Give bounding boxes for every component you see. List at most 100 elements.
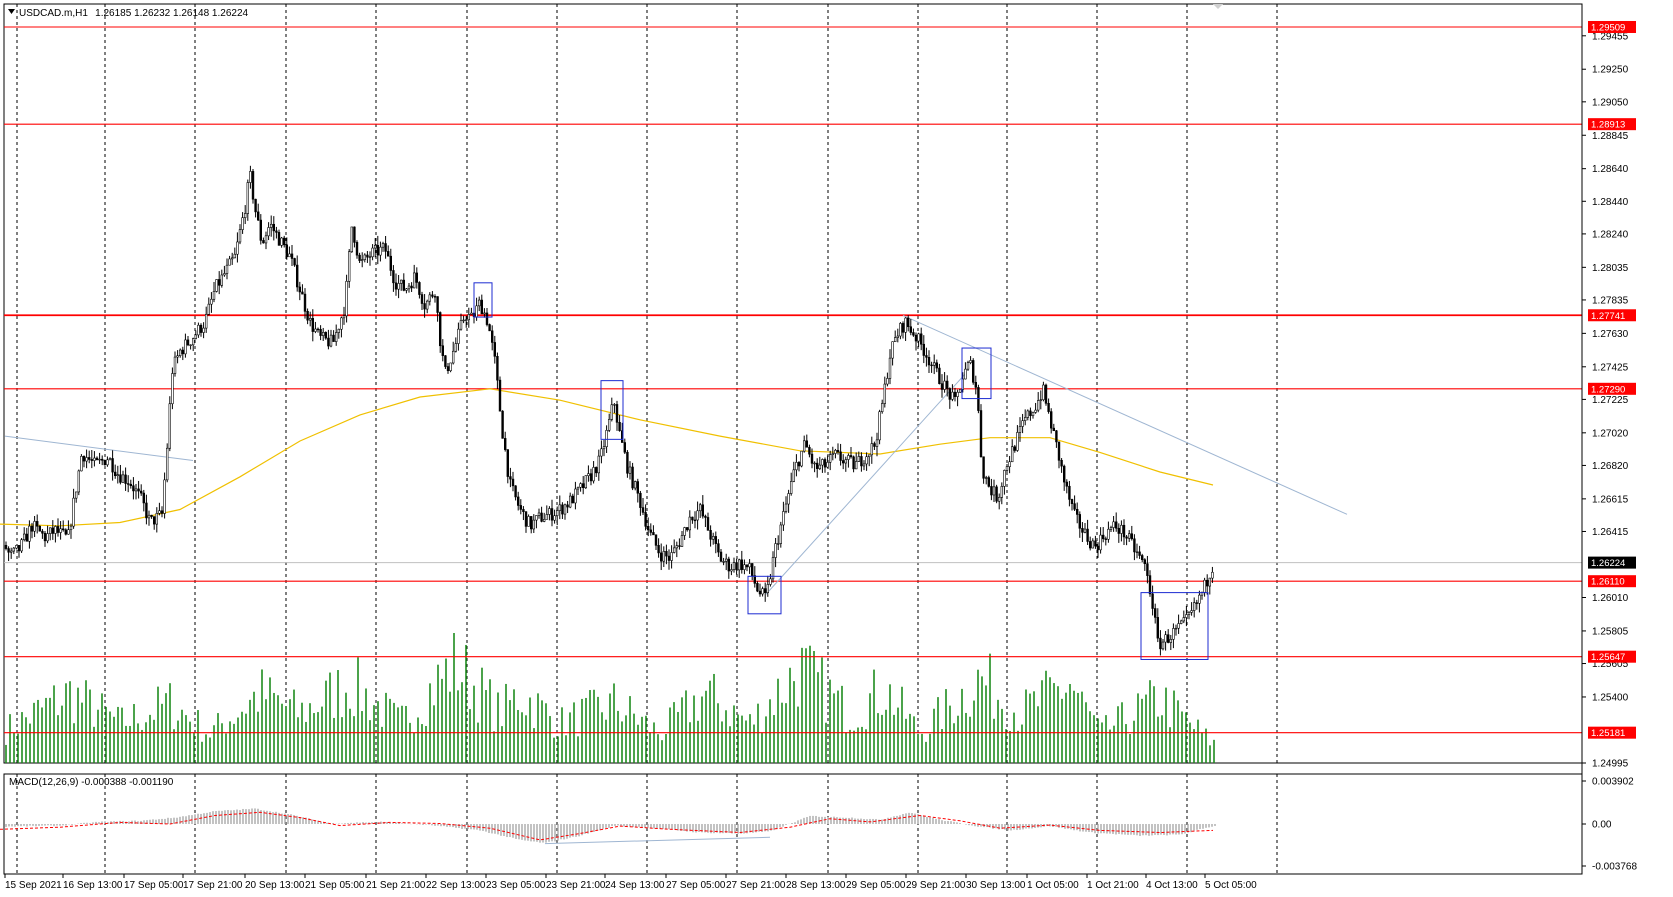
candle-body <box>1063 465 1066 483</box>
candle-body <box>969 360 972 363</box>
candle-body <box>628 466 632 474</box>
candle-body <box>1026 410 1030 418</box>
candle-body <box>150 514 153 517</box>
candle-body <box>1068 485 1071 500</box>
candle-body <box>839 451 842 461</box>
box-annotation-3[interactable] <box>961 347 992 400</box>
time-tick-label: 1 Oct 05:00 <box>1027 880 1079 891</box>
trendlines[interactable] <box>4 314 1348 595</box>
trendline-1[interactable] <box>902 314 1348 515</box>
candle-body <box>737 559 741 571</box>
candle-body <box>256 211 260 221</box>
price-tick-label: 1.28640 <box>1592 164 1629 175</box>
candle-body <box>194 334 197 339</box>
candle-body <box>464 319 468 321</box>
time-axis[interactable]: 15 Sep 2021 16 Sep 13:00 17 Sep 05:00 17 Se… <box>4 873 1582 891</box>
candle-body <box>48 527 52 534</box>
candle-body <box>1083 528 1087 533</box>
candle-body <box>459 320 463 330</box>
candle-body <box>298 286 301 293</box>
candle-body <box>1190 610 1193 613</box>
candle-body <box>179 349 182 356</box>
candle-body <box>789 481 793 494</box>
price-tick-label: 1.29250 <box>1592 65 1629 76</box>
candle-body <box>904 317 907 333</box>
candle-body <box>561 504 564 515</box>
scroll-shift-icon[interactable] <box>1213 4 1223 9</box>
level-price-tag-4[interactable] <box>1588 575 1636 588</box>
candle-body <box>1193 602 1196 611</box>
candle-body <box>735 562 738 571</box>
candle-body <box>987 477 991 487</box>
candle-body <box>930 364 933 367</box>
candle-body <box>77 470 81 493</box>
candle-body <box>878 411 881 441</box>
box-annotation-0[interactable] <box>473 282 493 318</box>
macd-panel[interactable]: MACD(12,26,9) -0.000388 -0.001190 0.0039… <box>0 773 1637 875</box>
candle-body <box>795 462 798 471</box>
price-tick-label: 1.28240 <box>1592 229 1629 240</box>
horizontal-levels[interactable] <box>4 26 1582 734</box>
candle-body <box>272 223 275 232</box>
time-tick-label: 22 Sep 13:00 <box>426 880 486 891</box>
price-axis[interactable]: 1.29455 1.29250 1.29050 1.28845 1.28640 1.284… <box>1581 4 1636 874</box>
candle-body <box>636 481 640 494</box>
candle-body <box>72 497 75 527</box>
level-price-tag-0[interactable] <box>1588 20 1636 33</box>
candle-body <box>1096 545 1100 551</box>
box-annotation-4[interactable] <box>1140 592 1209 660</box>
candle-body <box>1125 536 1128 539</box>
level-price-tag-2[interactable] <box>1588 309 1636 322</box>
candle-body <box>849 455 853 458</box>
candle-body <box>727 558 731 572</box>
candle-body <box>545 514 549 520</box>
candle-body <box>914 334 918 342</box>
chart-menu-triangle-icon[interactable] <box>8 9 15 14</box>
candle-body <box>587 473 590 476</box>
candle-body <box>1206 579 1209 587</box>
candle-body <box>358 254 361 261</box>
candle-body <box>610 404 614 420</box>
candle-body <box>1013 446 1017 451</box>
candle-body <box>995 486 998 502</box>
level-price-tag-6[interactable] <box>1588 726 1636 739</box>
candle-body <box>1146 563 1149 576</box>
candle-body <box>613 404 616 406</box>
candle-body <box>592 467 595 482</box>
candle-body <box>1031 412 1035 417</box>
candle-body <box>956 391 959 397</box>
level-price-tag-5[interactable] <box>1588 650 1636 663</box>
macd-axis: 0.003902 0.00 -0.003768 <box>1582 777 1637 873</box>
candle-body <box>397 283 400 290</box>
candle-body <box>646 525 650 531</box>
price-panel[interactable]: USDCAD.m,H1 1.26185 1.26232 1.26148 1.262… <box>0 3 1583 764</box>
price-tick-label: 1.26415 <box>1592 527 1629 538</box>
candle-body <box>654 534 658 546</box>
candle-body <box>15 545 18 549</box>
time-tick-label: 23 Sep 21:00 <box>546 880 606 891</box>
candle-body <box>1133 538 1136 553</box>
candle-body <box>1042 384 1045 401</box>
candle-body <box>85 457 88 462</box>
candle-body <box>831 453 835 455</box>
candle-body <box>158 510 161 514</box>
candle-body <box>137 488 140 492</box>
rectangle-annotations[interactable] <box>473 282 1209 660</box>
candle-body <box>405 288 408 291</box>
box-annotation-1[interactable] <box>600 380 624 440</box>
candle-body <box>776 543 780 545</box>
candle-body <box>373 245 377 249</box>
trendline-0[interactable] <box>4 435 194 462</box>
trendline-2[interactable] <box>765 373 966 595</box>
box-annotation-2[interactable] <box>747 575 782 615</box>
level-price-tag-3[interactable] <box>1588 382 1636 395</box>
candle-body <box>454 343 457 352</box>
candle-body <box>880 403 884 412</box>
candle-body <box>740 559 744 570</box>
time-tick-label: 28 Sep 13:00 <box>786 880 846 891</box>
level-price-tag-1[interactable] <box>1588 118 1636 131</box>
macd-trendline[interactable] <box>544 836 771 845</box>
candle-body <box>633 481 637 489</box>
candle-body <box>766 584 770 594</box>
